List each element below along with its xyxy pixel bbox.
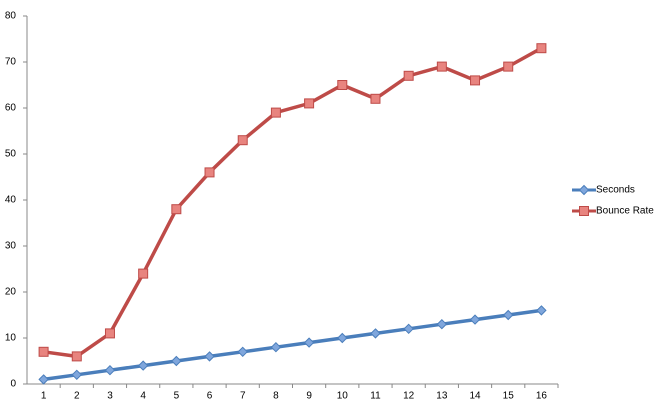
y-tick-label: 50: [5, 149, 17, 160]
y-tick-label: 40: [5, 195, 17, 206]
point: [470, 75, 481, 86]
x-tick-label: 11: [370, 391, 381, 402]
x-tick-label: 13: [436, 391, 448, 402]
point: [270, 107, 281, 118]
point: [436, 318, 448, 330]
y-tick-label: 0: [10, 379, 16, 390]
point: [171, 204, 182, 215]
x-tick-label: 14: [469, 391, 481, 402]
point: [403, 323, 414, 335]
point: [71, 369, 82, 381]
x-tick-label: 7: [240, 391, 246, 402]
legend-marker: [579, 206, 589, 216]
x-tick-label: 5: [174, 391, 180, 402]
x-tick-label: 16: [536, 391, 548, 402]
legend-label: Bounce Rate: [596, 206, 654, 217]
x-tick-label: 3: [107, 391, 113, 402]
point: [304, 98, 315, 109]
x-tick-label: 15: [503, 391, 515, 402]
point: [303, 337, 315, 348]
point: [137, 360, 149, 371]
point: [270, 341, 282, 353]
y-tick-label: 60: [5, 103, 17, 114]
y-tick-label: 10: [5, 333, 17, 344]
point: [403, 70, 414, 81]
point: [337, 332, 348, 344]
point: [104, 364, 116, 376]
legend-label: Seconds: [596, 185, 635, 196]
point: [171, 355, 182, 367]
point: [370, 328, 381, 339]
x-tick-label: 10: [337, 391, 349, 402]
point: [204, 167, 215, 178]
x-tick-label: 1: [41, 391, 47, 402]
point: [503, 61, 514, 72]
x-tick-label: 8: [273, 391, 279, 402]
x-tick-label: 12: [403, 391, 415, 402]
series-line: [43, 46, 543, 359]
x-tick-label: 6: [207, 391, 213, 402]
y-tick-label: 70: [5, 57, 17, 68]
y-tick-label: 30: [5, 241, 17, 252]
point: [237, 135, 248, 146]
point: [370, 93, 381, 104]
x-tick-label: 9: [306, 391, 312, 402]
series-line: [43, 308, 542, 382]
point: [104, 328, 115, 339]
point: [237, 346, 248, 358]
point: [138, 268, 149, 279]
point: [71, 351, 82, 362]
point: [469, 314, 481, 325]
x-tick-label: 2: [74, 391, 80, 402]
point: [436, 61, 447, 72]
point: [503, 309, 514, 321]
x-tick-label: 4: [140, 391, 146, 402]
point: [204, 351, 215, 362]
y-tick-label: 20: [5, 287, 17, 298]
point: [337, 80, 348, 90]
legend-marker: [578, 184, 590, 196]
point: [38, 374, 49, 385]
point: [536, 305, 547, 316]
y-tick-label: 80: [5, 11, 17, 22]
point: [536, 43, 547, 54]
point: [38, 346, 49, 357]
